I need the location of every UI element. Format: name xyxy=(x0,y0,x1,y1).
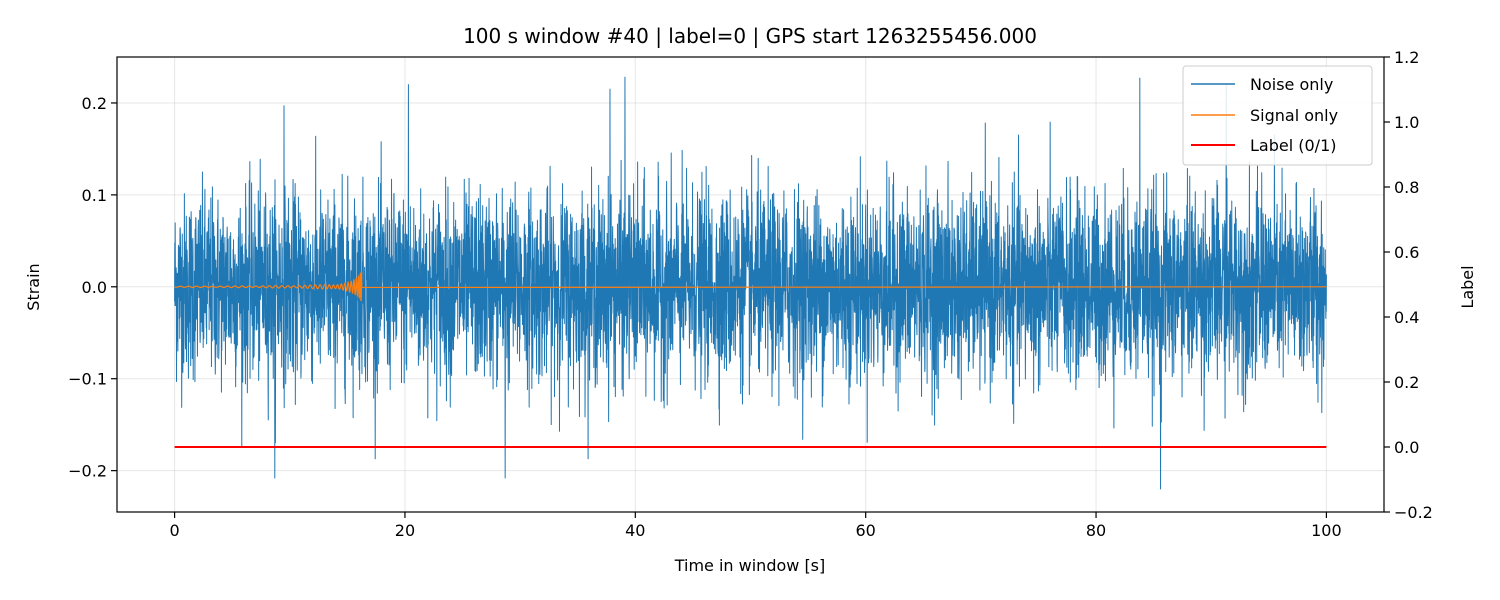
y2-tick-label: 0.0 xyxy=(1394,438,1419,457)
y2-tick-label: 1.0 xyxy=(1394,113,1419,132)
y-tick-label: −0.2 xyxy=(68,462,107,481)
chart-title: 100 s window #40 | label=0 | GPS start 1… xyxy=(463,24,1037,48)
plot-frame xyxy=(116,56,1385,513)
y2-tick-label: 1.2 xyxy=(1394,48,1419,67)
y-tick-label: 0.2 xyxy=(82,94,107,113)
noise-only-line xyxy=(174,76,1327,490)
x-tick-label: 60 xyxy=(856,521,876,540)
x-axis-label: Time in window [s] xyxy=(674,556,826,575)
x-tick-label: 20 xyxy=(395,521,415,540)
y-tick-label: 0.1 xyxy=(82,186,107,205)
signal-only-line xyxy=(174,271,1327,302)
legend-box xyxy=(1182,65,1373,166)
y2-tick-label: 0.8 xyxy=(1394,178,1419,197)
y2-tick-label: 0.2 xyxy=(1394,373,1419,392)
y-tick-label: −0.1 xyxy=(68,370,107,389)
y-axis-label: Strain xyxy=(24,263,43,310)
y2-axis-ticks: −0.2 0.0 0.2 0.4 0.6 0.8 1.0 1.2 xyxy=(1384,48,1433,522)
legend-label-noise: Noise only xyxy=(1250,75,1333,94)
y2-tick-label: −0.2 xyxy=(1394,503,1433,522)
x-tick-label: 0 xyxy=(169,521,179,540)
y-tick-label: 0.0 xyxy=(82,278,107,297)
legend: Noise only Signal only Label (0/1) xyxy=(1182,65,1373,166)
x-axis-ticks: 0 20 40 60 80 100 xyxy=(169,512,1342,540)
x-tick-label: 40 xyxy=(625,521,645,540)
series-signal-only xyxy=(174,271,1327,302)
x-tick-label: 80 xyxy=(1086,521,1106,540)
y2-axis-label: Label xyxy=(1458,265,1477,308)
y2-tick-label: 0.4 xyxy=(1394,308,1419,327)
y-axis-ticks: −0.2 −0.1 0.0 0.1 0.2 xyxy=(68,94,117,481)
x-tick-label: 100 xyxy=(1311,521,1342,540)
y2-tick-label: 0.6 xyxy=(1394,243,1419,262)
series-noise-only xyxy=(174,76,1327,490)
legend-label-signal: Signal only xyxy=(1250,106,1338,125)
legend-label-label: Label (0/1) xyxy=(1250,136,1336,155)
